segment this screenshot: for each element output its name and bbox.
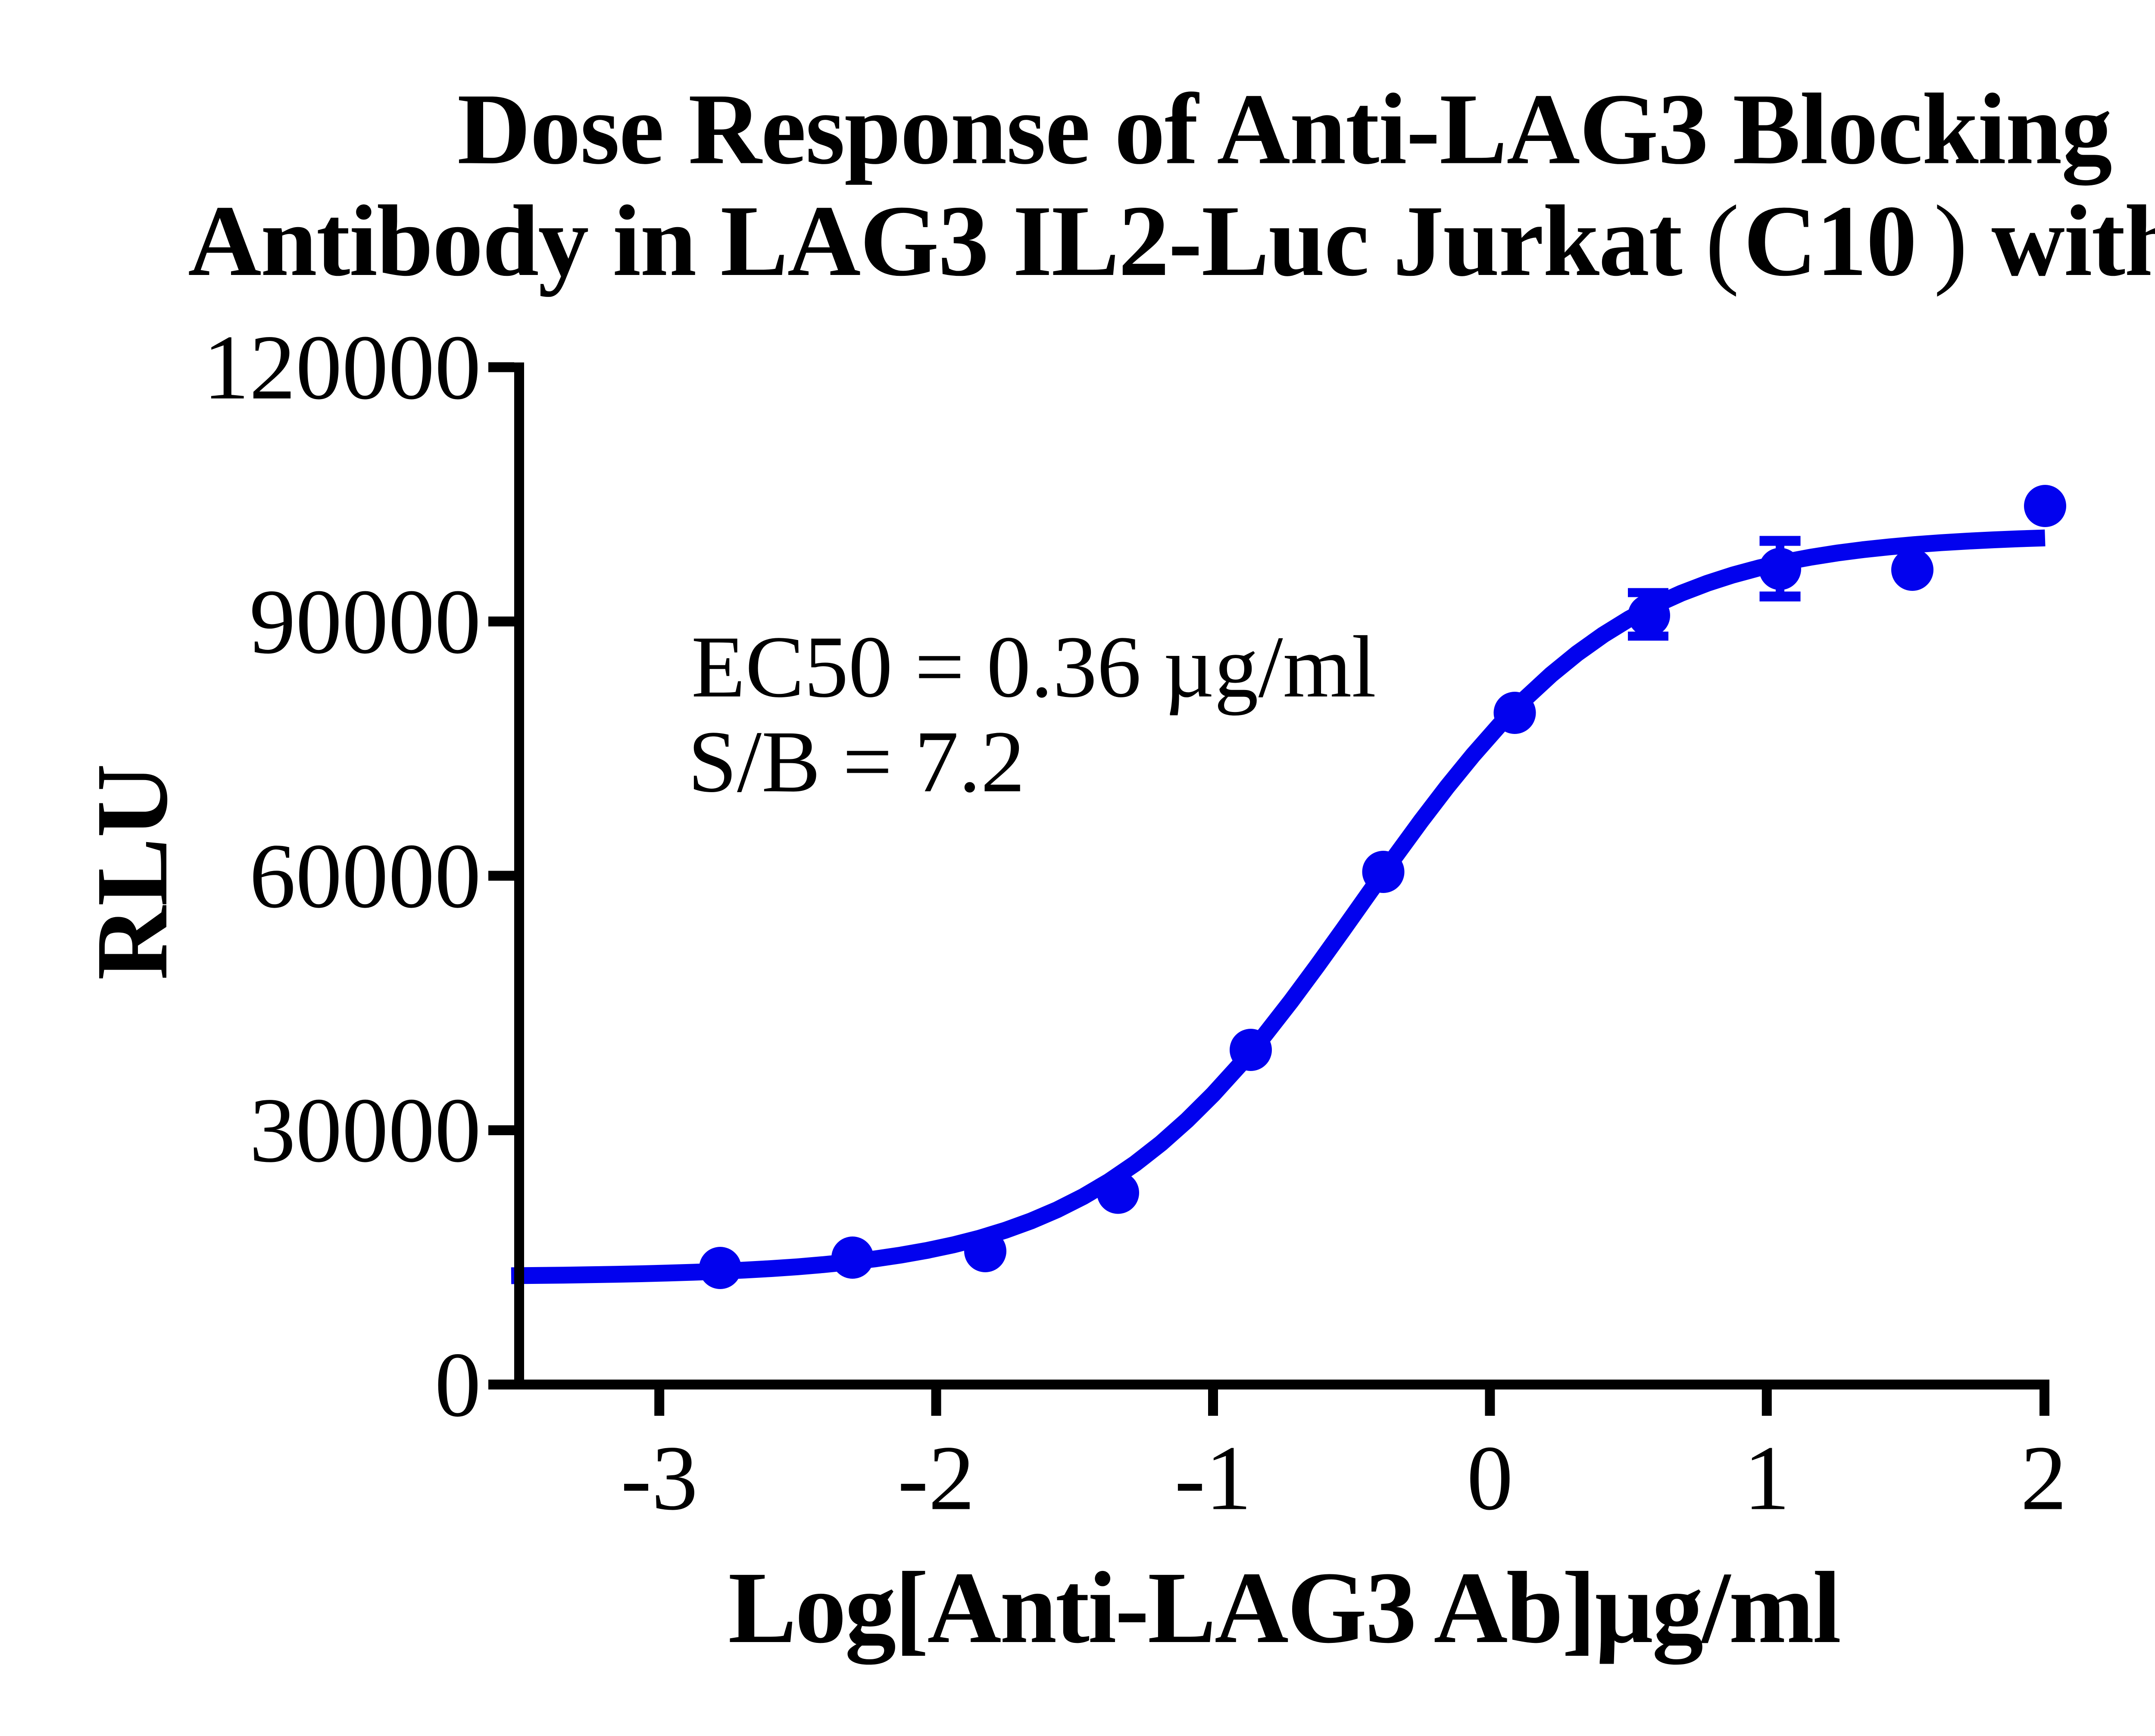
svg-text:0: 0 xyxy=(435,1333,481,1436)
svg-text:0: 0 xyxy=(1467,1427,1513,1530)
svg-text:30000: 30000 xyxy=(250,1079,481,1182)
svg-text:Antibody in LAG3 IL2-Luc Jurka: Antibody in LAG3 IL2-Luc Jurkat (C10) wit… xyxy=(188,185,2155,297)
svg-text:2: 2 xyxy=(2021,1427,2067,1530)
svg-text:90000: 90000 xyxy=(250,570,481,673)
svg-text:120000: 120000 xyxy=(203,316,481,419)
svg-text:S/B = 7.2: S/B = 7.2 xyxy=(688,713,1025,811)
svg-text:60000: 60000 xyxy=(250,824,481,927)
svg-text:Dose Response of Anti-LAG3 Blo: Dose Response of Anti-LAG3 Blocking xyxy=(457,73,2111,186)
svg-text:1: 1 xyxy=(1744,1427,1790,1530)
svg-text:Log[Anti-LAG3 Ab]µg/ml: Log[Anti-LAG3 Ab]µg/ml xyxy=(728,1551,1840,1664)
svg-text:EC50 = 0.36 µg/ml: EC50 = 0.36 µg/ml xyxy=(691,618,1376,716)
svg-text:-1: -1 xyxy=(1174,1427,1252,1530)
svg-text:RLU: RLU xyxy=(75,764,189,980)
svg-text:-2: -2 xyxy=(898,1427,975,1530)
svg-text:-3: -3 xyxy=(621,1427,698,1530)
